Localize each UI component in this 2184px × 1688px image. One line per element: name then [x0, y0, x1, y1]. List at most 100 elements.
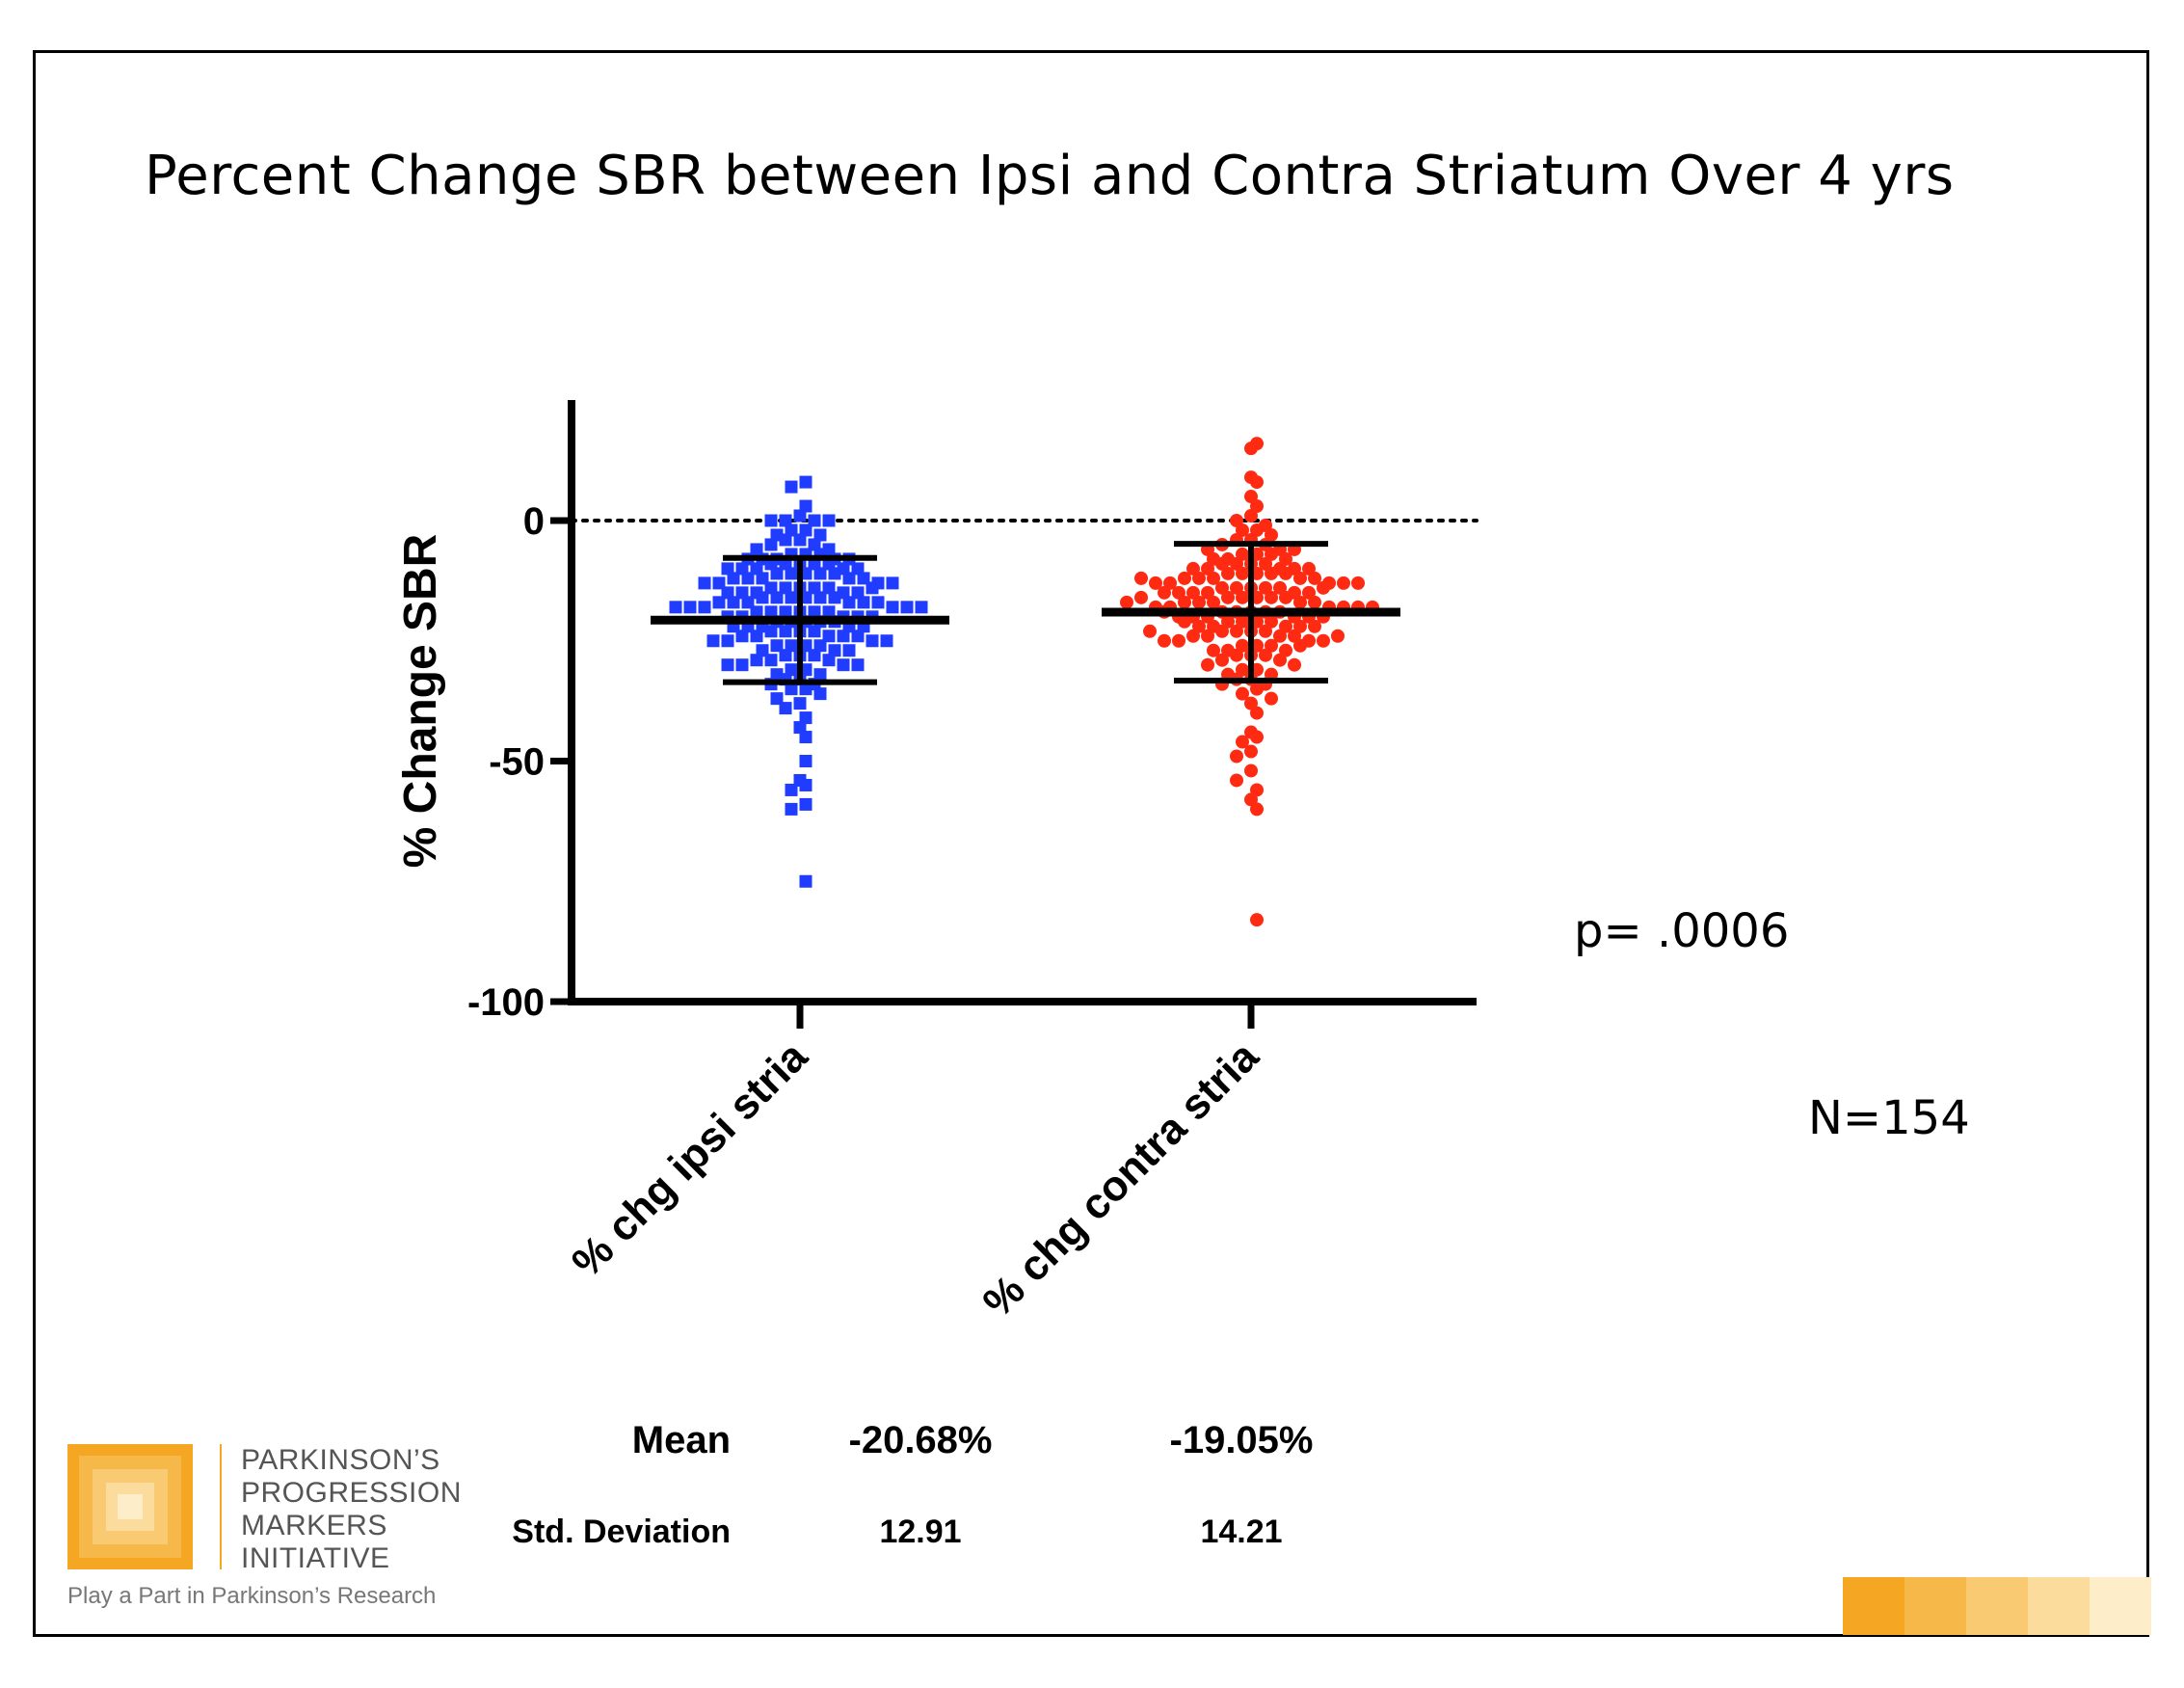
- ipsi-data-point: [770, 591, 784, 604]
- contra-data-point: [1230, 648, 1243, 662]
- ipsi-data-point: [770, 692, 784, 706]
- ipsi-data-point: [866, 634, 879, 648]
- y-tick-label: -50: [489, 741, 545, 784]
- x-category-label: % chg contra stria: [974, 1032, 1268, 1326]
- ipsi-data-point: [750, 562, 763, 576]
- ipsi-data-point: [793, 697, 807, 710]
- contra-data-point: [1250, 913, 1264, 927]
- ipsi-data-point: [785, 663, 798, 677]
- contra-data-point: [1134, 571, 1148, 585]
- contra-data-point: [1250, 682, 1264, 696]
- logo-divider: [220, 1444, 222, 1569]
- mean-label: Mean: [631, 1419, 731, 1461]
- ipsi-data-point: [779, 581, 792, 595]
- contra-data-point: [1351, 576, 1365, 590]
- ipsi-data-point: [813, 668, 827, 682]
- contra-data-point: [1178, 614, 1191, 629]
- ipsi-data-point: [822, 581, 836, 595]
- y-axis-label: % Change SBR: [395, 534, 446, 869]
- contra-data-point: [1259, 648, 1272, 662]
- x-category-label: % chg ipsi stria: [563, 1032, 816, 1286]
- ipsi-data-point: [915, 601, 928, 614]
- ipsi-data-point: [813, 591, 827, 604]
- ipsi-data-point: [735, 562, 749, 576]
- contra-data-point: [1279, 590, 1292, 604]
- contra-data-point: [1337, 576, 1350, 590]
- contra-data-point: [1250, 706, 1264, 720]
- ipsi-data-point: [842, 596, 856, 609]
- contra-data-point: [1178, 571, 1191, 585]
- ppmi-logo: PARKINSON’S PROGRESSION MARKERS INITIATI…: [67, 1444, 482, 1618]
- ipsi-data-point: [735, 630, 749, 643]
- ipsi-data-point: [750, 543, 763, 556]
- ipsi-data-point: [735, 658, 749, 672]
- contra-data-point: [1317, 580, 1330, 595]
- axes-group: 0 -50 -100 % Change SBR % chg ipsi stria % ch…: [395, 400, 1477, 1326]
- contra-data-point: [1250, 802, 1264, 817]
- contra-data-point: [1259, 624, 1272, 638]
- ipsi-data-point: [799, 874, 812, 888]
- ipsi-data-point: [842, 572, 856, 585]
- ipsi-data-point: [785, 802, 798, 816]
- ipsi-data-point: [779, 514, 792, 527]
- contra-data-point: [1273, 653, 1287, 667]
- std-deviation-label: Std. Deviation: [512, 1514, 731, 1550]
- logo-square: [118, 1494, 143, 1519]
- ipsi-data-point: [727, 596, 740, 609]
- ipsi-data-point: [886, 601, 899, 614]
- ipsi-data-point: [857, 572, 870, 585]
- contra-data-point: [1230, 624, 1243, 638]
- ipsi-data-point: [799, 755, 812, 767]
- contra-data-point: [1244, 764, 1258, 778]
- ipsi-data-point: [799, 778, 812, 791]
- contra-data-point: [1250, 730, 1264, 744]
- contra-data-point: [1236, 590, 1249, 604]
- logo-text-line: INITIATIVE: [241, 1542, 390, 1574]
- contra-data-point: [1317, 633, 1330, 648]
- ipsi-data-point: [741, 596, 755, 609]
- logo-text-line: PARKINSON’S: [241, 1444, 440, 1476]
- contra-data-point: [1207, 571, 1220, 585]
- contra-data-point: [1273, 629, 1287, 643]
- logo-text-line: MARKERS: [241, 1510, 387, 1541]
- contra-data-point: [1244, 509, 1258, 523]
- contra-data-point: [1221, 590, 1235, 604]
- ipsi-data-point: [900, 601, 914, 614]
- contra-data-point: [1221, 566, 1235, 580]
- ipsi-data-point: [822, 514, 836, 527]
- ipsi-data-point: [851, 630, 865, 643]
- ipsi-data-point: [799, 523, 812, 537]
- ipsi-data-point: [779, 702, 792, 715]
- logo-tagline: Play a Part in Parkinson’s Research: [67, 1583, 437, 1609]
- ppmi-logo-mark-icon: [67, 1444, 193, 1569]
- contra-data-point: [1293, 595, 1307, 609]
- contra-std: 14.21: [1200, 1514, 1283, 1550]
- ipsi-data-point: [842, 644, 856, 657]
- footer-color-bars: [1843, 1577, 2151, 1635]
- ipsi-mean: -20.68%: [848, 1419, 993, 1461]
- ipsi-data-point: [764, 654, 778, 667]
- ipsi-data-point: [721, 586, 734, 600]
- contra-data-point: [1215, 624, 1229, 638]
- contra-data-point: [1201, 629, 1214, 643]
- ipsi-data-point: [837, 658, 850, 672]
- ipsi-data-point: [698, 601, 711, 614]
- ipsi-data-point: [793, 721, 807, 735]
- ipsi-data-point: [866, 581, 879, 595]
- ipsi-data-point: [706, 634, 720, 648]
- ipsi-data-point: [756, 644, 769, 657]
- ipsi-data-point: [886, 576, 899, 590]
- ipsi-data-point: [764, 605, 778, 619]
- contra-data-point: [1265, 590, 1278, 604]
- ipsi-data-point: [770, 639, 784, 653]
- p-value: p= .0006: [1574, 904, 1790, 958]
- ipsi-data-point: [764, 538, 778, 551]
- ipsi-data-point: [808, 514, 821, 527]
- ipsi-data-point: [785, 480, 798, 494]
- ipsi-data-point: [669, 601, 682, 614]
- ipsi-data-point: [828, 567, 841, 580]
- contra-data-point: [1308, 619, 1321, 633]
- ipsi-data-point: [779, 533, 792, 547]
- contra-data-point: [1236, 686, 1249, 701]
